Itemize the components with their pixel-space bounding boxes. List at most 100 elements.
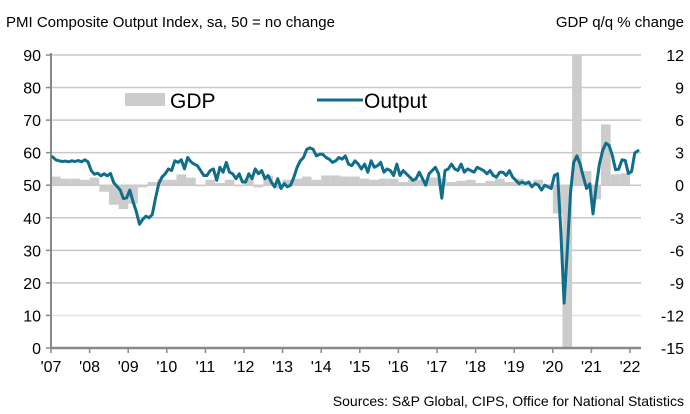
gdp-bar xyxy=(475,183,486,186)
x-tick-label: '13 xyxy=(272,359,293,376)
y-right-tick-label: -9 xyxy=(670,276,684,293)
x-tick-label: '12 xyxy=(234,359,255,376)
gdp-bar xyxy=(301,176,312,186)
x-tick-label: '18 xyxy=(465,359,486,376)
gdp-bar xyxy=(359,178,370,186)
gdp-bar xyxy=(186,177,196,186)
gdp-bar xyxy=(427,177,437,186)
y-left-tick-label: 90 xyxy=(23,48,41,65)
legend-gdp-swatch xyxy=(125,93,165,106)
y-left-tick-label: 70 xyxy=(23,113,41,130)
y-right-tick-label: 3 xyxy=(675,146,684,163)
x-tick-label: '16 xyxy=(388,359,409,376)
y-left-tick-label: 40 xyxy=(23,211,41,228)
gdp-bar xyxy=(437,178,447,186)
axes xyxy=(50,53,641,350)
output-line xyxy=(51,141,640,305)
gdp-bar xyxy=(244,178,254,186)
gdp-bar xyxy=(157,179,167,186)
gdp-bar xyxy=(147,181,158,186)
gdp-bar xyxy=(166,179,177,186)
gdp-bar xyxy=(137,185,148,188)
gdp-bar xyxy=(533,179,544,186)
x-tick-label: '17 xyxy=(427,359,448,376)
gdp-bar xyxy=(465,179,476,186)
x-tick-label: '10 xyxy=(156,359,177,376)
y-right-tick-label: -3 xyxy=(670,211,684,228)
x-ticks: '07 '08 '09 '10 '11 '12 '13 '14 '15 '16 '17 '18 '19 '… xyxy=(41,348,641,376)
y-left-tick-label: 80 xyxy=(23,81,41,98)
gdp-bar xyxy=(234,185,244,187)
x-tick-label: '09 xyxy=(118,359,139,376)
gdp-bar xyxy=(601,124,611,186)
gdp-bar xyxy=(581,171,592,186)
gdp-bar xyxy=(272,185,283,189)
legend-gdp-label: GDP xyxy=(170,90,216,113)
gdp-bar xyxy=(89,177,100,186)
y-right-tick-label: 0 xyxy=(675,178,684,195)
gdp-bar xyxy=(340,176,351,186)
y-right-tick-label: -15 xyxy=(661,341,684,358)
gdp-bar xyxy=(408,179,418,186)
right-axis-title: GDP q/q % change xyxy=(556,14,684,31)
gdp-bar xyxy=(456,180,466,186)
gdp-bar xyxy=(330,175,341,186)
gdp-bar xyxy=(398,181,409,186)
y-left-tick-label: 50 xyxy=(23,178,41,195)
left-axis-title: PMI Composite Output Index, sa, 50 = no … xyxy=(6,14,335,31)
gdp-bar xyxy=(99,185,109,192)
x-tick-label: '08 xyxy=(79,359,100,376)
gdp-bar xyxy=(292,178,302,186)
gdp-bar xyxy=(572,55,582,186)
gdp-bar xyxy=(369,179,380,186)
gdp-bar xyxy=(253,185,264,188)
y-left-tick-label: 30 xyxy=(23,243,41,260)
gdp-bar xyxy=(108,185,119,205)
y-right-tick-label: 6 xyxy=(675,113,684,130)
gdp-bar xyxy=(446,181,457,186)
gdp-bar xyxy=(610,174,621,186)
y-left-tick-label: 60 xyxy=(23,146,41,163)
x-tick-label: '14 xyxy=(311,359,332,376)
y-left-tick-label: 20 xyxy=(23,276,41,293)
gdp-bar xyxy=(543,184,553,186)
gdp-bar xyxy=(494,178,505,186)
y-left-tick-label: 0 xyxy=(32,341,41,358)
gdp-bar xyxy=(485,180,495,186)
gdp-bar xyxy=(417,179,428,186)
x-tick-label: '07 xyxy=(41,359,62,376)
gdp-bar xyxy=(128,185,138,204)
gdp-bar xyxy=(176,174,187,186)
x-tick-label: '22 xyxy=(620,359,641,376)
source-note: Sources: S&P Global, CIPS, Office for Na… xyxy=(333,393,684,409)
y-left-tick-label: 10 xyxy=(23,308,41,325)
gdp-bar xyxy=(523,185,534,187)
gdp-bar xyxy=(321,175,331,186)
gdp-bar xyxy=(51,176,61,186)
right-y-ticks: 12 9 6 3 0 -3 -6 -9 -12 -15 xyxy=(661,48,684,358)
gdp-bar xyxy=(311,179,322,186)
x-tick-label: '15 xyxy=(349,359,370,376)
left-y-ticks: 90 80 70 60 50 40 30 20 10 0 xyxy=(23,48,51,358)
gdp-bar xyxy=(215,183,225,186)
x-tick-label: '20 xyxy=(542,359,563,376)
gdp-bar xyxy=(195,185,206,187)
y-right-tick-label: -12 xyxy=(661,308,684,325)
y-right-tick-label: 9 xyxy=(675,81,684,98)
gdp-bar xyxy=(388,178,399,186)
gdp-bar xyxy=(350,176,360,186)
x-tick-label: '11 xyxy=(196,359,216,376)
gdp-bar xyxy=(70,178,80,186)
legend-output-label: Output xyxy=(364,90,427,113)
gdp-bar xyxy=(224,179,235,186)
gdp-bar xyxy=(620,173,630,186)
gdp-bar xyxy=(60,178,71,186)
y-right-tick-label: 12 xyxy=(666,48,684,65)
gdp-bar xyxy=(379,178,389,186)
gdp-bar xyxy=(282,179,293,186)
gdp-bar xyxy=(205,179,216,186)
x-tick-label: '21 xyxy=(581,359,602,376)
legend: GDP Output xyxy=(125,90,427,113)
y-right-tick-label: -6 xyxy=(670,243,684,260)
